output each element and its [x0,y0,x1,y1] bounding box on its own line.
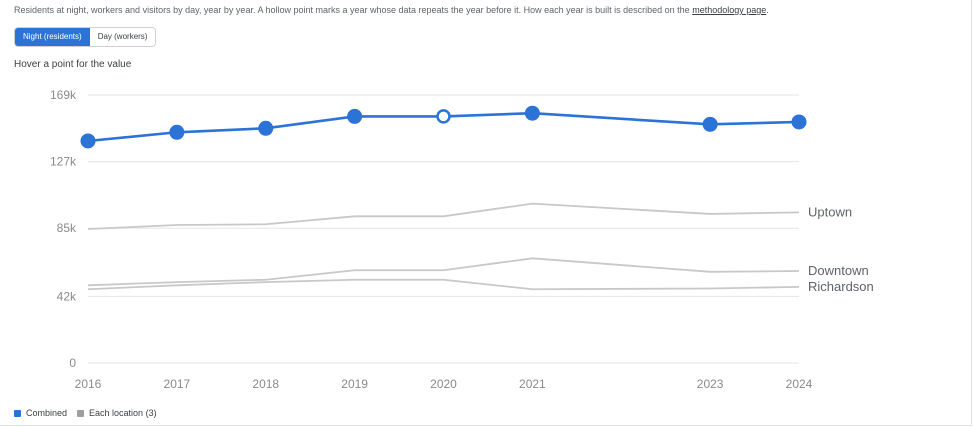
series-line-downtown [87,257,800,287]
legend: Combined Each location (3) [14,408,157,418]
data-point[interactable] [347,108,363,124]
series-line-richardson [87,278,800,291]
x-tick-label: 2020 [430,377,457,391]
data-point[interactable] [524,105,540,121]
x-tick-label: 2023 [697,377,724,391]
hover-hint: Hover a point for the value [14,59,132,70]
x-tick-label: 2021 [519,377,546,391]
legend-item-locations[interactable]: Each location (3) [77,408,157,418]
data-point[interactable] [169,124,185,140]
data-point[interactable] [702,116,718,132]
data-point[interactable] [80,133,96,149]
description-text: Residents at night, workers and visitors… [14,5,690,15]
x-tick-label: 2019 [341,377,368,391]
toggle-day-workers[interactable]: Day (workers) [89,28,156,46]
legend-swatch-locations [77,409,85,417]
series-line-uptown [87,202,800,230]
line-chart: 0 42k 85k 127k 169k 2016 2017 2018 2019 2020 2021 2… [50,88,874,391]
legend-label-locations: Each location (3) [89,408,157,418]
chart-description: Residents at night, workers and visitors… [14,5,769,15]
y-tick-label: 0 [69,356,76,370]
x-tick-label: 2016 [75,377,102,391]
data-point[interactable] [258,120,274,136]
toggle-night-residents[interactable]: Night (residents) [15,28,90,46]
series-label-richardson: Richardson [808,279,874,294]
legend-label-combined: Combined [26,408,68,418]
series-line-combined [87,111,800,143]
data-point[interactable] [791,114,807,130]
data-point-hollow[interactable] [436,109,451,124]
mode-toggle: Night (residents) Day (workers) [14,27,157,47]
x-tick-label: 2017 [164,377,191,391]
y-tick-label: 169k [50,88,77,102]
y-tick-label: 127k [50,155,77,169]
y-tick-label: 85k [57,221,77,235]
description-suffix: . [766,5,769,15]
x-tick-label: 2024 [786,377,813,391]
methodology-link[interactable]: methodology page [692,5,767,15]
legend-item-combined[interactable]: Combined [14,408,67,418]
x-tick-label: 2018 [252,377,279,391]
series-label-downtown: Downtown [808,263,869,278]
legend-swatch-combined [14,409,21,417]
series-label-uptown: Uptown [808,204,852,219]
y-tick-label: 42k [57,289,77,303]
